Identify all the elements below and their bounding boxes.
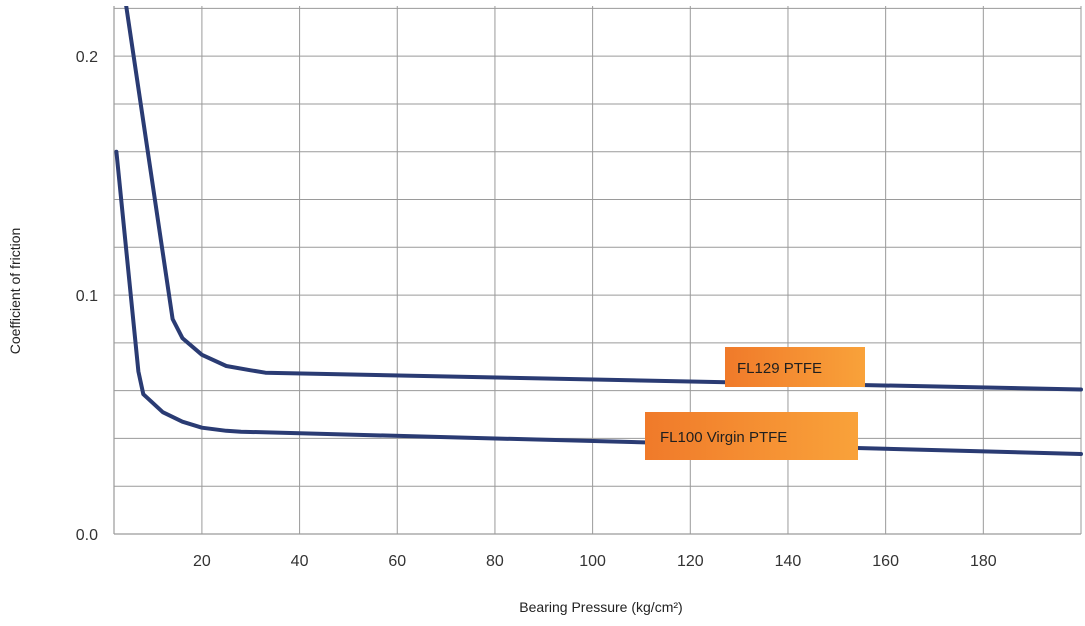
x-tick-label: 160: [872, 553, 899, 570]
y-tick-label: 0.2: [76, 49, 98, 66]
x-tick-label: 120: [677, 553, 704, 570]
series-line-fl100-virgin-ptfe: [114, 149, 1083, 456]
y-tick-label: 0.0: [76, 527, 98, 544]
tick-labels: 20 40 60 80 100 120 140 160 180 0.0 0.1 0.2: [76, 49, 997, 570]
y-axis-title: Coefficient of friction: [7, 228, 23, 355]
series-labels: FL129 PTFE FL100 Virgin PTFE: [645, 347, 865, 460]
series-label-text: FL129 PTFE: [737, 360, 822, 377]
x-tick-label: 140: [775, 553, 802, 570]
series-label-text: FL100 Virgin PTFE: [660, 429, 787, 446]
x-axis-title: Bearing Pressure (kg/cm²): [519, 599, 682, 615]
x-tick-label: 180: [970, 553, 997, 570]
series-label-fl129-ptfe: FL129 PTFE: [725, 347, 865, 387]
series-lines: [114, 6, 1083, 456]
x-tick-label: 60: [388, 553, 406, 570]
grid: [113, 6, 1082, 534]
x-tick-label: 20: [193, 553, 211, 570]
series-label-box: [725, 347, 865, 387]
x-tick-label: 100: [579, 553, 606, 570]
series-label-box: [645, 412, 858, 460]
x-tick-label: 40: [291, 553, 309, 570]
y-tick-label: 0.1: [76, 288, 98, 305]
series-label-fl100-virgin-ptfe: FL100 Virgin PTFE: [645, 412, 858, 460]
axes: [113, 6, 1081, 535]
x-tick-label: 80: [486, 553, 504, 570]
series-line-fl129-ptfe: [124, 6, 1083, 392]
